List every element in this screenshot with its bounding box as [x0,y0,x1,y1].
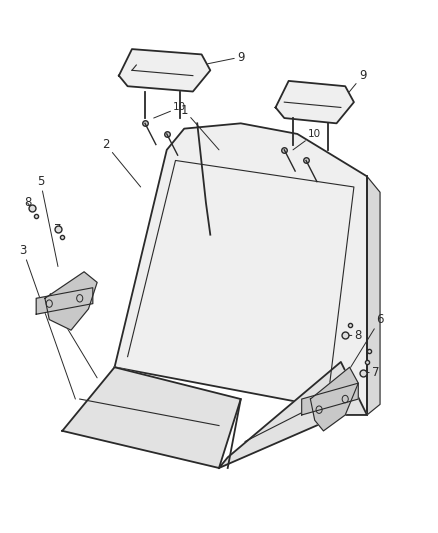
Text: 9: 9 [201,51,244,65]
Text: 2: 2 [102,138,141,187]
Text: 4: 4 [46,292,97,378]
Polygon shape [367,176,380,415]
Text: 10: 10 [154,102,187,118]
Text: 7: 7 [54,223,62,236]
Polygon shape [45,272,97,330]
Polygon shape [311,367,358,431]
Text: 9: 9 [345,69,366,97]
Polygon shape [36,288,93,314]
Text: 3: 3 [19,244,75,399]
Polygon shape [119,49,210,92]
Polygon shape [219,362,367,468]
Text: 1: 1 [180,103,219,150]
Polygon shape [302,383,358,415]
Text: 8: 8 [24,196,32,209]
Polygon shape [62,367,241,468]
Text: 8: 8 [345,329,362,342]
Text: 7: 7 [363,366,379,379]
Text: 6: 6 [341,313,384,383]
Polygon shape [115,123,367,415]
Text: 5: 5 [37,175,58,266]
Text: 10: 10 [293,129,321,150]
Polygon shape [276,81,354,123]
